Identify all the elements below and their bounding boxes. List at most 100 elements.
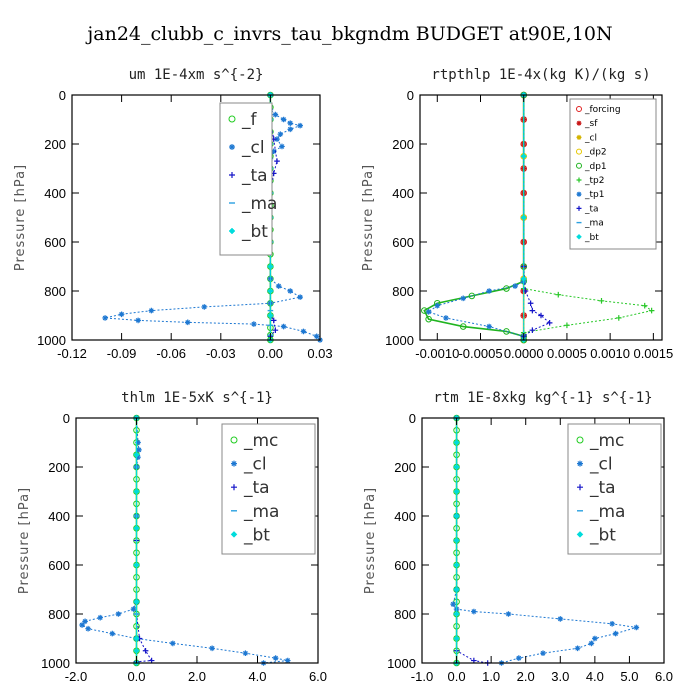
- legend-label: _ma: [584, 219, 604, 229]
- data-point: [287, 120, 294, 126]
- x-tick-label: -0.03: [206, 346, 236, 361]
- y-tick-label: 600: [394, 558, 416, 573]
- data-point: [270, 317, 277, 324]
- data-point: [557, 616, 564, 622]
- data-point: [82, 618, 88, 625]
- data-point: [453, 561, 460, 569]
- x-tick-label: 6.0: [655, 669, 673, 684]
- panel-title: rtpthlp 1E-4x(kg K)/(kg s): [431, 67, 650, 83]
- legend-label: _tp2: [584, 176, 604, 186]
- panel-2: rtpthlp 1E-4x(kg K)/(kg s) Pressure [hPa]…: [361, 67, 673, 361]
- legend-marker: [230, 531, 238, 538]
- data-point: [598, 298, 605, 304]
- data-point: [460, 295, 467, 302]
- y-tick-label: 800: [394, 607, 416, 622]
- legend-marker: [576, 134, 582, 140]
- legend-label: _f: [241, 110, 258, 130]
- panel-1: um 1E-4xm s^{-2} Pressure [hPa] -0.12 -0.09…: [13, 67, 333, 361]
- legend: _mc _cl _ta _ma _bt: [567, 423, 662, 555]
- legend-box: [221, 423, 316, 555]
- data-point: [115, 611, 122, 617]
- x-tick-label: 0.0: [127, 669, 145, 684]
- y-tick-label: 0: [409, 411, 416, 426]
- x-tick-label: 1.0: [482, 669, 500, 684]
- legend-label: _cl: [241, 138, 265, 158]
- legend-box: [567, 423, 662, 555]
- legend-label: _dp2: [584, 148, 607, 158]
- data-point: [516, 655, 522, 661]
- data-point: [274, 158, 280, 164]
- y-axis-label: Pressure [hPa]: [13, 164, 28, 271]
- y-axis-label: Pressure [hPa]: [361, 164, 376, 271]
- plot-frame: [421, 417, 665, 664]
- x-tick-label: 0.0005: [547, 346, 587, 361]
- y-tick-label: 800: [48, 607, 70, 622]
- data-point: [313, 333, 320, 340]
- plot-frame: [419, 94, 663, 341]
- data-point: [201, 304, 208, 310]
- y-tick-label: 400: [394, 509, 416, 524]
- data-point: [274, 136, 280, 142]
- legend-label: _ma: [589, 502, 625, 522]
- series-group: [79, 414, 291, 667]
- data-point: [450, 601, 456, 607]
- data-point: [468, 292, 476, 300]
- data-point: [612, 630, 619, 637]
- data-point: [588, 640, 595, 647]
- data-point: [540, 650, 546, 656]
- panels-group: um 1E-4xm s^{-2} Pressure [hPa] -0.12 -0.09…: [13, 67, 673, 684]
- data-point: [538, 312, 544, 319]
- data-point: [453, 537, 460, 544]
- data-point: [133, 525, 140, 532]
- legend: _mc _cl _ta _ma _bt: [221, 423, 316, 555]
- data-point: [97, 614, 103, 621]
- data-point: [85, 625, 91, 632]
- data-point: [300, 328, 307, 335]
- data-point: [434, 302, 441, 309]
- legend-box: [569, 98, 657, 250]
- data-point: [272, 327, 279, 333]
- legend-label: _ta: [243, 478, 270, 498]
- data-point: [486, 288, 492, 294]
- data-point: [242, 650, 249, 656]
- data-point: [279, 143, 285, 150]
- data-point: [486, 323, 492, 330]
- x-tick-label: 3.0: [551, 669, 569, 684]
- data-point: [520, 153, 527, 160]
- legend-marker: [576, 436, 584, 444]
- data-point: [453, 610, 460, 618]
- data-point: [453, 512, 460, 520]
- series-line-ta: [523, 95, 551, 337]
- data-point: [615, 315, 622, 321]
- legend-marker: [228, 227, 236, 235]
- x-tick-label: 0.0: [448, 669, 466, 684]
- legend: _forcing _sf _cl _dp2 _dp1 _tp2 _tp1 _ta _ma _bt: [569, 98, 657, 250]
- x-tick-label: -0.0005: [458, 346, 502, 361]
- y-tick-label: 400: [392, 186, 414, 201]
- data-point: [133, 561, 140, 569]
- legend-box: [219, 102, 273, 256]
- x-tick-label: -0.06: [156, 346, 186, 361]
- y-tick-label: 400: [48, 509, 70, 524]
- data-point: [275, 283, 282, 289]
- data-point: [512, 283, 518, 289]
- data-point: [453, 463, 460, 471]
- legend-label: _mc: [243, 431, 278, 451]
- data-point: [118, 311, 125, 318]
- data-point: [135, 439, 141, 446]
- legend-label: _ma: [243, 502, 279, 522]
- legend-label: _cl: [584, 133, 597, 143]
- data-point: [133, 488, 140, 495]
- x-tick-label: -0.0010: [415, 346, 459, 361]
- data-point: [648, 307, 655, 314]
- data-point: [520, 214, 527, 221]
- data-point: [555, 291, 562, 298]
- x-tick-label: 0.03: [307, 346, 332, 361]
- data-point: [592, 635, 598, 642]
- x-tick-label: -1.0: [411, 669, 433, 684]
- data-point: [443, 315, 449, 321]
- y-tick-label: 0: [63, 411, 70, 426]
- data-point: [133, 451, 140, 458]
- data-point: [574, 645, 581, 652]
- legend-label: _ta: [241, 166, 268, 186]
